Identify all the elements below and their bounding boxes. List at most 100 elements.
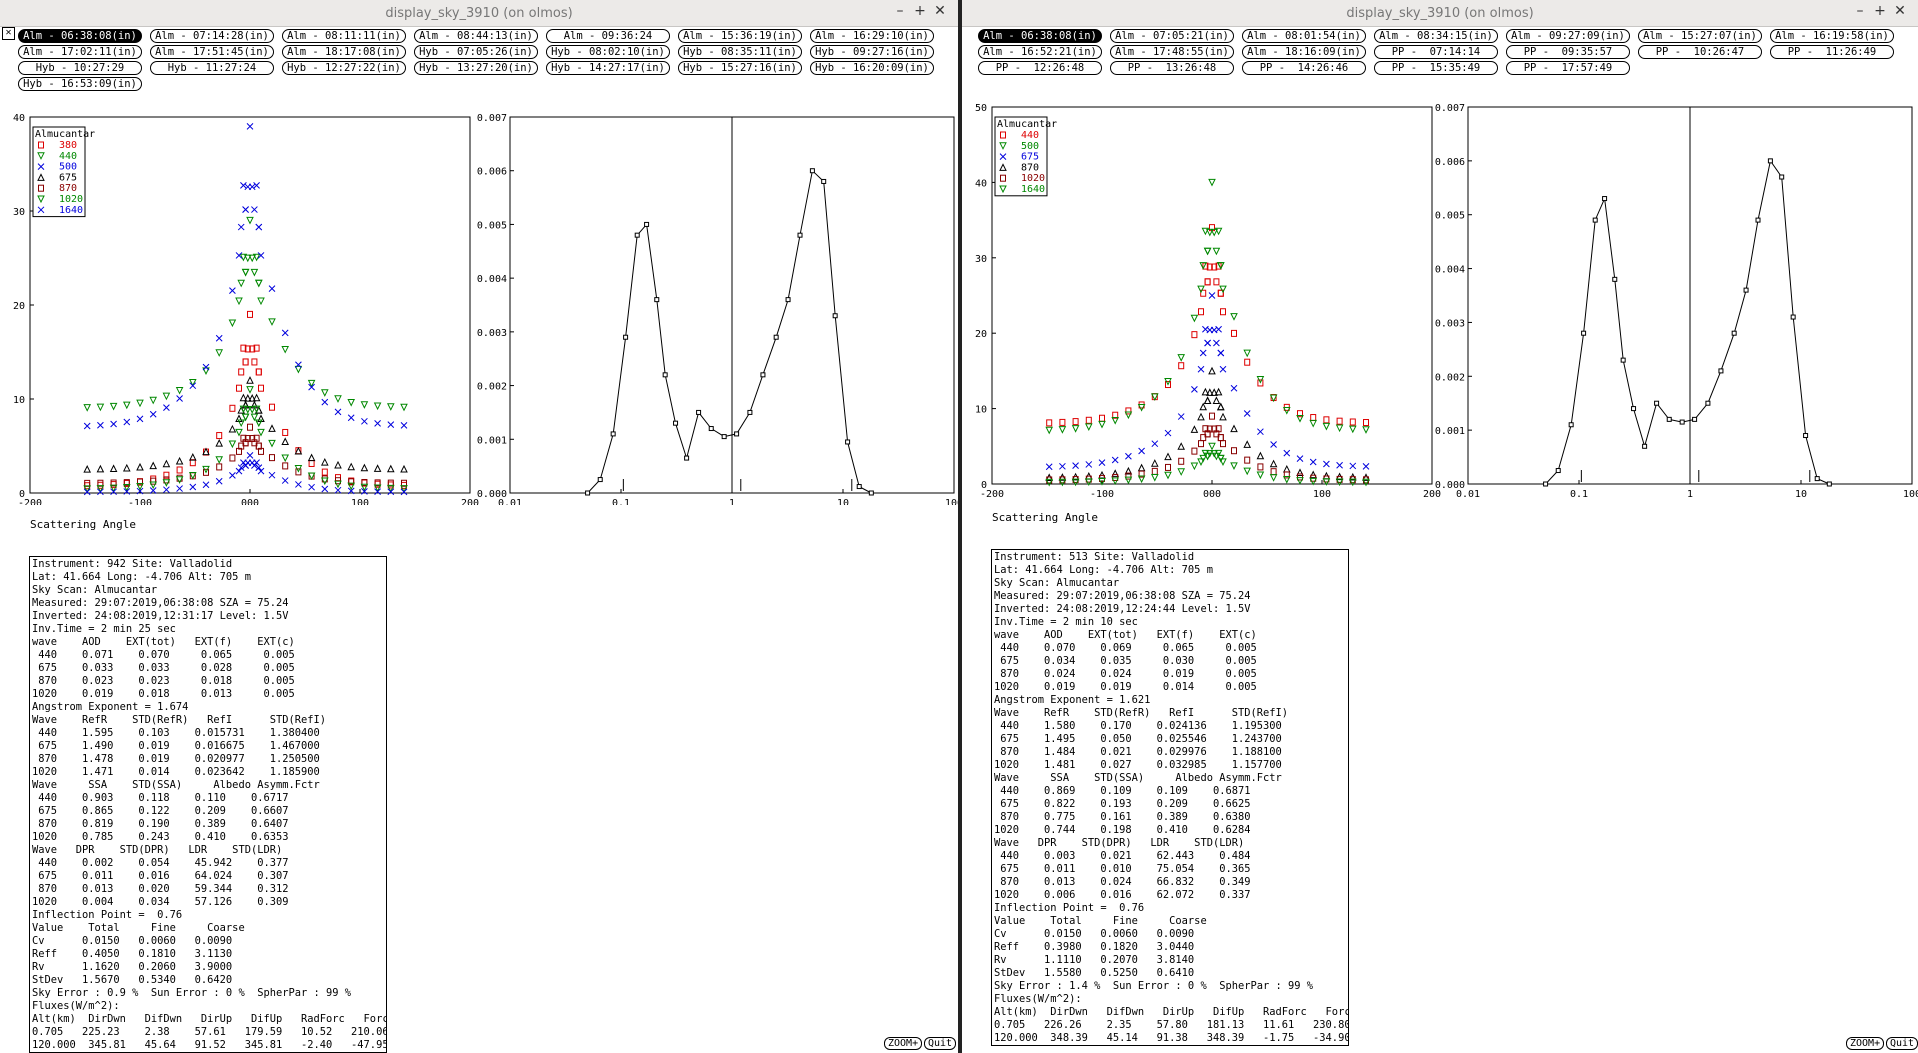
scan-button[interactable]: Alm - 18:16:09(in) xyxy=(1242,45,1366,59)
scan-button[interactable]: Alm - 15:27:07(in) xyxy=(1638,29,1762,43)
info-line: 675 0.011 0.016 64.024 0.307 xyxy=(32,870,289,882)
data-point xyxy=(1654,400,1660,406)
data-point xyxy=(1219,412,1227,421)
info-line: Alt(km) DirDwn DifDwn DirUp DifUp RadFor… xyxy=(32,1013,387,1025)
data-point xyxy=(216,432,223,440)
scan-button[interactable]: PP - 09:35:57 xyxy=(1506,45,1630,59)
scan-button[interactable]: Hyb - 09:27:16(in) xyxy=(810,45,934,59)
data-point xyxy=(856,484,862,490)
scan-button[interactable]: Alm - 17:48:55(in) xyxy=(1110,45,1234,59)
data-point xyxy=(1230,313,1238,321)
scan-button[interactable]: Alm - 06:38:08(in) xyxy=(978,29,1102,43)
scan-button[interactable]: Hyb - 08:02:10(in) xyxy=(546,45,670,59)
info-line: 440 0.869 0.109 0.109 0.6871 xyxy=(994,785,1251,797)
scan-button[interactable]: PP - 07:14:14 xyxy=(1374,45,1498,59)
info-line: 870 0.013 0.020 59.344 0.312 xyxy=(32,883,289,895)
scan-button[interactable]: Alm - 07:14:28(in) xyxy=(150,29,274,43)
scan-button[interactable]: Hyb - 10:27:29 xyxy=(18,61,142,75)
scan-button[interactable]: Hyb - 08:35:11(in) xyxy=(678,45,802,59)
data-point xyxy=(1164,452,1172,461)
close-button[interactable]: ✕ xyxy=(934,3,946,19)
quit-button[interactable]: Quit xyxy=(1886,1037,1918,1050)
data-point xyxy=(1204,339,1211,347)
scan-button[interactable]: Alm - 18:17:08(in) xyxy=(282,45,406,59)
data-point xyxy=(258,384,264,392)
scan-button[interactable]: PP - 15:35:49 xyxy=(1374,61,1498,75)
data-point xyxy=(295,468,302,476)
scan-button[interactable]: Alm - 16:29:10(in) xyxy=(810,29,934,43)
data-point xyxy=(308,459,315,467)
titlebar[interactable]: display_sky_3910 (on olmos) – + ✕ xyxy=(962,0,1918,27)
scan-button[interactable]: PP - 11:26:49 xyxy=(1770,45,1894,59)
scan-button[interactable]: Alm - 16:52:21(in) xyxy=(978,45,1102,59)
data-point xyxy=(868,490,874,496)
data-point xyxy=(202,363,210,371)
close-button[interactable]: ✕ xyxy=(1894,3,1906,19)
scan-button[interactable]: Alm - 17:02:11(in) xyxy=(18,45,142,59)
data-point xyxy=(237,419,246,428)
data-point xyxy=(361,478,368,486)
zoom-in-button[interactable]: ZOOM+ xyxy=(1846,1037,1885,1050)
scan-button[interactable]: Hyb - 16:53:09(in) xyxy=(18,77,142,91)
scan-button[interactable]: PP - 17:57:49 xyxy=(1506,61,1630,75)
data-point xyxy=(244,345,251,353)
scan-button[interactable]: PP - 12:26:48 xyxy=(978,61,1102,75)
x-tick-label: 200 xyxy=(461,498,479,505)
data-point xyxy=(1138,470,1145,478)
scan-button[interactable]: Hyb - 16:20:09(in) xyxy=(810,61,934,75)
legend-title: Almucantar xyxy=(997,119,1057,130)
scan-button[interactable]: Alm - 09:27:09(in) xyxy=(1506,29,1630,43)
scan-button[interactable]: Hyb - 14:27:17(in) xyxy=(546,61,670,75)
scan-button[interactable]: PP - 13:26:48 xyxy=(1110,61,1234,75)
scan-button[interactable]: Alm - 08:11:11(in) xyxy=(282,29,406,43)
data-point xyxy=(623,334,629,340)
scan-button[interactable]: Hyb - 13:27:20(in) xyxy=(414,61,538,75)
scan-button[interactable]: Hyb - 07:05:26(in) xyxy=(414,45,538,59)
data-point xyxy=(268,424,276,432)
y-tick-label: 40 xyxy=(975,178,987,189)
scan-button[interactable]: Alm - 06:38:08(in) xyxy=(18,29,142,43)
data-point xyxy=(281,437,290,445)
scan-button[interactable]: Hyb - 12:27:22(in) xyxy=(282,61,406,75)
scan-button[interactable]: PP - 14:26:46 xyxy=(1242,61,1366,75)
scan-button[interactable]: Alm - 09:36:24 xyxy=(546,29,670,43)
zoom-in-button[interactable]: ZOOM+ xyxy=(884,1037,923,1050)
data-point xyxy=(1058,426,1067,434)
scan-button[interactable]: Alm - 08:01:54(in) xyxy=(1242,29,1366,43)
scan-button[interactable]: PP - 10:26:47 xyxy=(1638,45,1762,59)
close-icon[interactable]: ✕ xyxy=(2,27,15,40)
data-point xyxy=(123,479,130,487)
scan-button[interactable]: Hyb - 15:27:16(in) xyxy=(678,61,802,75)
minimize-button[interactable]: – xyxy=(1856,3,1864,19)
info-line: 870 0.819 0.190 0.389 0.6407 xyxy=(32,818,289,830)
y-tick-label: 0 xyxy=(981,480,987,491)
data-point xyxy=(747,409,753,415)
data-point xyxy=(1296,415,1304,423)
data-point xyxy=(1205,450,1214,458)
scan-button[interactable]: Alm - 17:51:45(in) xyxy=(150,45,274,59)
info-line: Rv 1.1620 0.2060 3.9000 xyxy=(32,961,233,973)
data-point xyxy=(251,358,258,366)
data-point xyxy=(163,486,170,494)
scan-button[interactable]: Alm - 15:36:19(in) xyxy=(678,29,802,43)
titlebar[interactable]: display_sky_3910 (on olmos) – + ✕ xyxy=(0,0,958,27)
legend-marker xyxy=(38,141,44,149)
data-point xyxy=(163,404,170,411)
scan-button[interactable]: Alm - 08:34:15(in) xyxy=(1374,29,1498,43)
scan-button[interactable]: Alm - 16:19:58(in) xyxy=(1770,29,1894,43)
data-point xyxy=(821,178,827,184)
data-point xyxy=(1045,463,1053,471)
legend-label: 1020 xyxy=(1021,173,1045,184)
quit-button[interactable]: Quit xyxy=(924,1037,957,1050)
scan-button[interactable]: Alm - 07:05:21(in) xyxy=(1110,29,1234,43)
scan-button[interactable]: Hyb - 11:27:24 xyxy=(150,61,274,75)
scan-button[interactable]: Alm - 08:44:13(in) xyxy=(414,29,538,43)
data-point xyxy=(1137,403,1146,412)
maximize-button[interactable]: + xyxy=(1874,3,1886,19)
info-line: 870 0.775 0.161 0.389 0.6380 xyxy=(994,811,1251,823)
info-line: wave AOD EXT(tot) EXT(f) EXT(c) xyxy=(32,636,295,648)
data-point xyxy=(162,459,171,468)
maximize-button[interactable]: + xyxy=(914,3,926,19)
data-point xyxy=(281,329,289,337)
minimize-button[interactable]: – xyxy=(896,3,904,19)
